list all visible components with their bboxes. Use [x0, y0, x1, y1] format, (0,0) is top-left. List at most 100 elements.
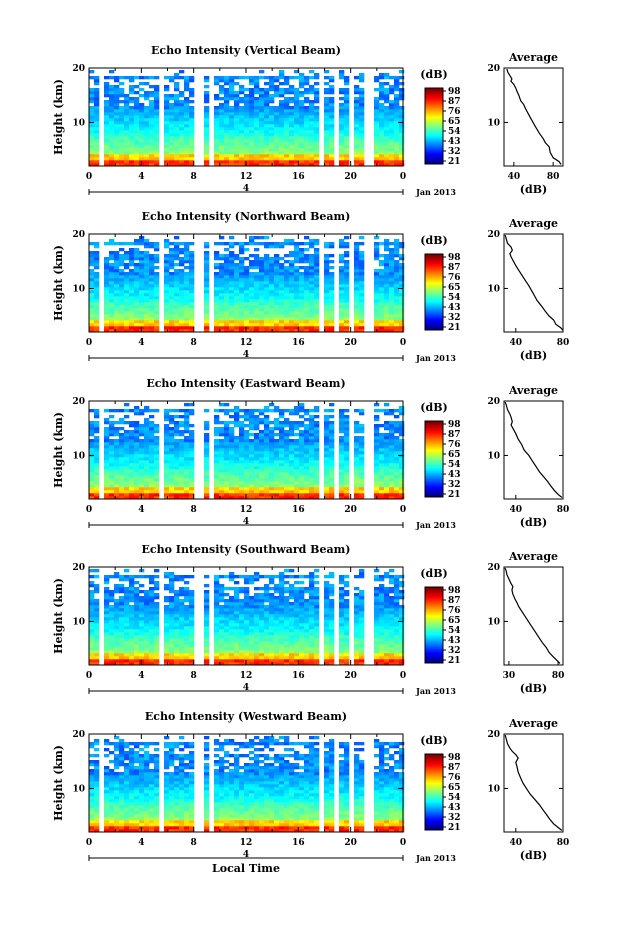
colorbar-cell [425, 655, 443, 658]
colorbar-tick: 87 [448, 763, 461, 773]
heatmap [89, 70, 405, 167]
colorbar-cell [425, 98, 443, 101]
panel-title: Echo Intensity (Vertical Beam) [151, 44, 341, 57]
average-title: Average [508, 550, 558, 563]
colorbar-cell [425, 108, 443, 111]
average-x-label: (dB) [520, 849, 547, 862]
colorbar-cell [425, 798, 443, 801]
colorbar-cell [425, 475, 443, 478]
y-axis-label: Height (km) [52, 412, 65, 488]
panel-title: Echo Intensity (Westward Beam) [145, 710, 347, 723]
colorbar-cell [425, 772, 443, 775]
colorbar-cell [425, 589, 443, 592]
date-label: Jan 2013 [415, 353, 456, 363]
colorbar-cell [425, 756, 443, 759]
date-tick: 4 [243, 517, 249, 527]
average-x-tick: 40 [510, 838, 523, 848]
colorbar-cell [425, 770, 443, 773]
x-tick-label: 20 [344, 338, 357, 348]
colorbar-cell [425, 792, 443, 795]
x-tick-label: 16 [292, 838, 305, 848]
heatmap [89, 236, 405, 333]
average-x-tick: 80 [557, 838, 570, 848]
x-tick-label: 20 [344, 838, 357, 848]
colorbar-cell [425, 591, 443, 594]
colorbar-cell [425, 645, 443, 648]
colorbar-cell [425, 116, 443, 119]
y-tick-label: 20 [72, 64, 85, 74]
date-tick: 4 [243, 683, 249, 693]
colorbar-cell [425, 491, 443, 494]
colorbar-tick: 76 [448, 107, 461, 117]
colorbar-cell [425, 138, 443, 141]
colorbar-cell [425, 623, 443, 626]
average-y-tick: 20 [487, 64, 500, 74]
x-tick-label: 12 [240, 505, 253, 515]
colorbar-cell [425, 306, 443, 309]
colorbar-tick: 21 [448, 490, 461, 500]
average-profile-line [506, 68, 562, 165]
colorbar-cell [425, 593, 443, 596]
colorbar-tick: 21 [448, 157, 461, 167]
colorbar-cell [425, 477, 443, 480]
colorbar-cell [425, 828, 443, 831]
colorbar-cell [425, 162, 443, 165]
y-tick-label: 20 [72, 397, 85, 407]
colorbar-cell [425, 467, 443, 470]
colorbar-cell [425, 635, 443, 638]
colorbar-cell [425, 609, 443, 612]
colorbar-cell [425, 661, 443, 664]
colorbar-cell [425, 128, 443, 131]
colorbar-cell [425, 146, 443, 149]
colorbar-tick: 32 [448, 313, 461, 323]
colorbar-cell [425, 423, 443, 426]
average-x-tick: 40 [510, 338, 523, 348]
colorbar-frame [424, 753, 444, 831]
colorbar-tick: 76 [448, 440, 461, 450]
colorbar-cell [425, 140, 443, 143]
y-tick-label: 10 [72, 784, 85, 794]
colorbar-cell [425, 122, 443, 125]
average-title: Average [508, 384, 558, 397]
colorbar-cell [425, 820, 443, 823]
colorbar-cell [425, 479, 443, 482]
colorbar-cell [425, 156, 443, 159]
y-tick-label: 20 [72, 563, 85, 573]
colorbar-cell [425, 445, 443, 448]
average-x-tick: 80 [557, 505, 570, 515]
colorbar-cell [425, 641, 443, 644]
colorbar-tick: 87 [448, 97, 461, 107]
colorbar-tick: 21 [448, 656, 461, 666]
colorbar-cell [425, 104, 443, 107]
colorbar-cell [425, 435, 443, 438]
date-label: Jan 2013 [415, 853, 456, 863]
colorbar-cell [425, 788, 443, 791]
colorbar-cell [425, 489, 443, 492]
colorbar-cell [425, 284, 443, 287]
average-x-tick: 80 [557, 338, 570, 348]
x-tick-label: 8 [191, 838, 197, 848]
colorbar-frame [424, 253, 444, 331]
colorbar-cell [425, 148, 443, 151]
average-title: Average [508, 217, 558, 230]
x-tick-label: 16 [292, 172, 305, 182]
colorbar-cell [425, 776, 443, 779]
colorbar-cell [425, 653, 443, 656]
colorbar-tick: 32 [448, 646, 461, 656]
colorbar-cell [425, 615, 443, 618]
x-tick-label: 4 [138, 671, 144, 681]
panel-1: Echo Intensity (Northward Beam) 0 4 8 12 16 20… [52, 210, 569, 363]
colorbar-cell [425, 425, 443, 428]
colorbar-cell [425, 469, 443, 472]
average-y-tick: 20 [487, 563, 500, 573]
colorbar-cell [425, 790, 443, 793]
colorbar-cell [425, 762, 443, 765]
x-tick-label: 20 [344, 671, 357, 681]
x-tick-label: 4 [138, 838, 144, 848]
average-profile-line [504, 234, 564, 331]
colorbar-cell [425, 106, 443, 109]
colorbar-cell [425, 651, 443, 654]
average-panel: Average 10 20 40 80 (dB) [487, 717, 569, 862]
colorbar-cell [425, 88, 443, 91]
colorbar-cell [425, 449, 443, 452]
